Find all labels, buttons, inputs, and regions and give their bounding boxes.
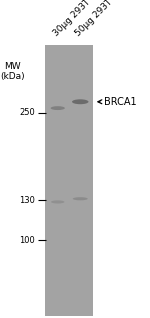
Ellipse shape xyxy=(51,200,64,204)
Text: 50μg 293T: 50μg 293T xyxy=(74,0,114,38)
Ellipse shape xyxy=(51,106,65,110)
Text: BRCA1: BRCA1 xyxy=(104,97,137,107)
Text: 130: 130 xyxy=(19,196,35,205)
Text: 250: 250 xyxy=(20,108,35,117)
Text: MW
(kDa): MW (kDa) xyxy=(0,62,25,81)
Text: 30μg 293T: 30μg 293T xyxy=(51,0,92,38)
Text: 100: 100 xyxy=(20,236,35,245)
Ellipse shape xyxy=(73,197,88,200)
Bar xyxy=(45,45,93,316)
Ellipse shape xyxy=(72,99,88,104)
